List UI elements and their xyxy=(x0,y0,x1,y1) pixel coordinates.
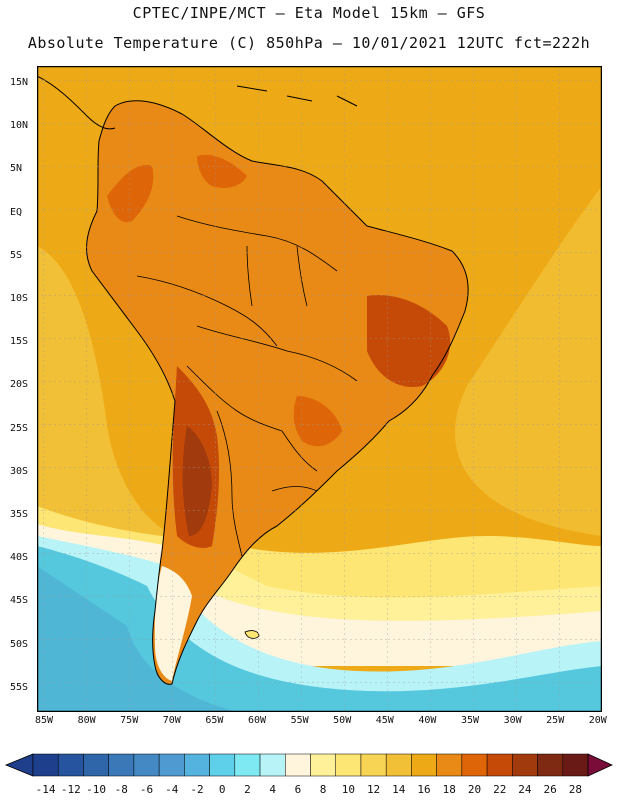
colorbar-swatch xyxy=(158,753,185,777)
colorbar-tick-label: 22 xyxy=(493,783,507,796)
lat-label: 55S xyxy=(10,681,29,693)
colorbar-under-arrow xyxy=(4,753,34,777)
lat-label: 15S xyxy=(10,336,29,348)
lat-label: 25S xyxy=(10,422,29,434)
colorbar-swatch xyxy=(310,753,336,777)
lon-label: 85W xyxy=(34,715,54,726)
colorbar-swatch xyxy=(108,753,135,777)
lon-label: 50W xyxy=(333,715,352,726)
colorbar-swatch xyxy=(57,753,84,777)
colorbar-swatch xyxy=(512,753,538,777)
lon-label: 70W xyxy=(162,715,181,726)
colorbar-tick-label: 0 xyxy=(218,783,226,796)
lat-label: 15N xyxy=(10,77,29,88)
lon-label: 55W xyxy=(290,715,309,726)
colorbar-tick-label: 14 xyxy=(392,783,406,796)
lat-label: 10N xyxy=(10,120,29,132)
colorbar xyxy=(4,753,613,777)
lat-label: 30S xyxy=(10,465,29,477)
colorbar-tick-label: 6 xyxy=(294,783,302,796)
colorbar-tick-label: -12 xyxy=(60,783,81,796)
lat-label: 50S xyxy=(10,638,29,650)
lon-label: 60W xyxy=(247,715,267,726)
lat-label: 10S xyxy=(10,293,29,304)
colorbar-swatch xyxy=(133,753,160,777)
lon-label: 65W xyxy=(205,715,224,726)
lon-label: 35W xyxy=(460,715,480,726)
colorbar-tick-label: 16 xyxy=(417,783,431,796)
colorbar-tick-label: 18 xyxy=(442,783,456,796)
chart-title-line-1: CPTEC/INPE/MCT – Eta Model 15km – GFS xyxy=(132,4,486,22)
colorbar-swatch xyxy=(411,753,437,777)
lat-label: 20S xyxy=(10,379,29,391)
colorbar-swatch xyxy=(486,753,513,777)
colorbar-swatch xyxy=(285,753,311,777)
colorbar-tick-label: -14 xyxy=(35,783,56,796)
colorbar-tick-label: -6 xyxy=(139,783,154,796)
colorbar-swatch xyxy=(562,753,589,777)
colorbar-tick-label: 8 xyxy=(319,783,327,796)
lat-label: 40S xyxy=(10,552,29,564)
lat-label: 5N xyxy=(10,163,23,175)
colorbar-tick-label: 2 xyxy=(244,783,251,796)
lon-label: 80W xyxy=(77,715,96,726)
lat-label: EQ xyxy=(10,206,23,218)
lon-label: 75W xyxy=(120,715,139,726)
colorbar-tick-label: -2 xyxy=(190,783,204,796)
colorbar-tick-label: -8 xyxy=(114,783,128,796)
lon-label: 30W xyxy=(503,715,522,726)
lat-lon-grid xyxy=(37,66,602,712)
lon-label: 20W xyxy=(588,715,607,726)
colorbar-swatch xyxy=(335,753,362,777)
colorbar-swatch xyxy=(32,753,59,777)
colorbar-tick-label: 10 xyxy=(341,783,355,796)
colorbar-tick-label: 4 xyxy=(269,783,276,796)
colorbar-swatch xyxy=(461,753,488,777)
colorbar-tick-label: -4 xyxy=(165,783,179,796)
lon-label: 45W xyxy=(375,715,394,726)
colorbar-swatch xyxy=(83,753,109,777)
temperature-map xyxy=(37,66,602,712)
chart-title-line-2: Absolute Temperature (C) 850hPa – 10/01/… xyxy=(27,34,591,52)
lon-label: 25W xyxy=(546,715,565,726)
colorbar-swatch xyxy=(436,753,463,777)
colorbar-tick-label: 26 xyxy=(543,783,557,796)
colorbar-tick-label: 24 xyxy=(518,783,532,796)
colorbar-swatch xyxy=(184,753,210,777)
colorbar-tick-label: 28 xyxy=(568,783,582,796)
colorbar-swatch xyxy=(259,753,286,777)
colorbar-tick-label: 12 xyxy=(366,783,381,796)
colorbar-swatch xyxy=(385,753,412,777)
colorbar-tick-label: -10 xyxy=(86,783,106,796)
colorbar-over-arrow xyxy=(587,753,613,777)
lat-label: 5S xyxy=(10,249,23,261)
map-frame xyxy=(37,66,602,712)
colorbar-swatch xyxy=(537,753,564,777)
lat-label: 45S xyxy=(10,595,29,607)
lon-label: 40W xyxy=(418,715,437,726)
lat-label: 35S xyxy=(10,509,29,520)
colorbar-swatch xyxy=(360,753,387,777)
colorbar-swatch xyxy=(234,753,261,777)
colorbar-swatch xyxy=(209,753,236,777)
colorbar-tick-label: 20 xyxy=(467,783,482,796)
